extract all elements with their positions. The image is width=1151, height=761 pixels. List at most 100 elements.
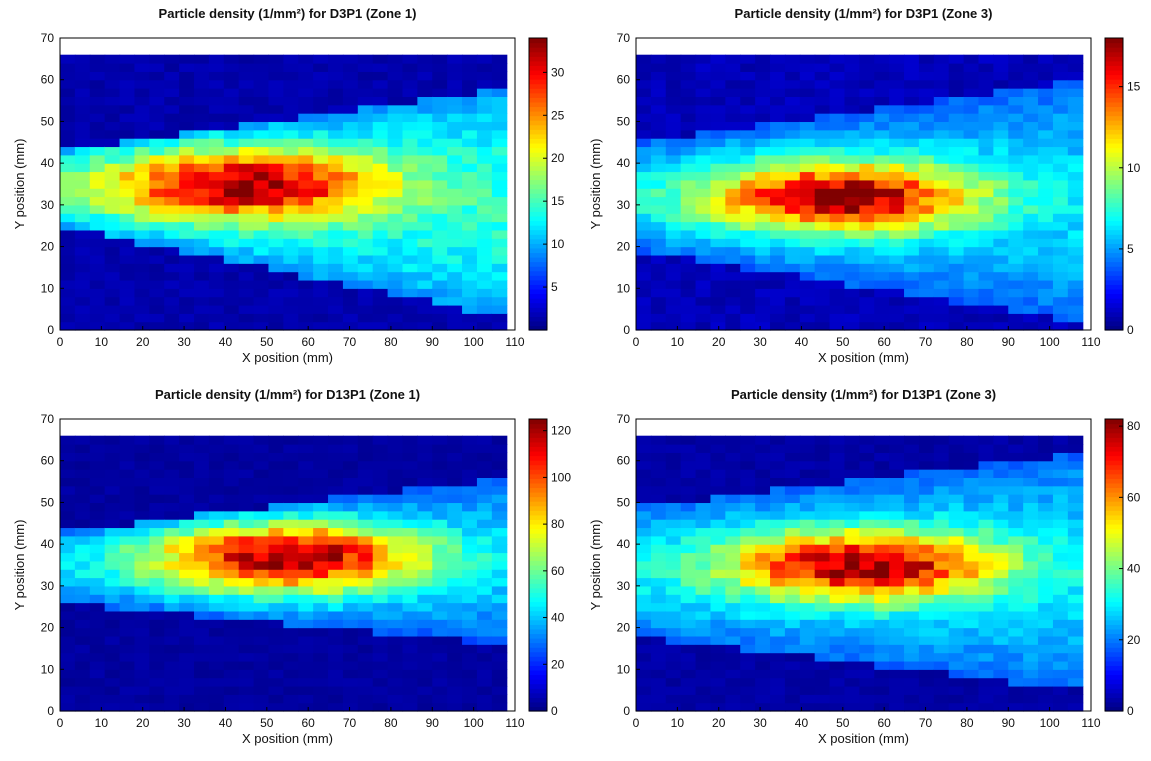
heatmap-cell — [844, 138, 860, 148]
heatmap-cell — [755, 577, 771, 587]
heatmap-cell — [328, 79, 344, 89]
heatmap-cell — [149, 660, 165, 670]
colorbar-segment — [529, 592, 547, 598]
heatmap-cell — [636, 644, 652, 654]
colorbar-segment — [1105, 229, 1123, 235]
heatmap-cell — [417, 452, 433, 462]
heatmap-cell — [372, 669, 389, 679]
heatmap-cell — [636, 171, 652, 181]
heatmap-cell — [194, 644, 210, 654]
heatmap-cell — [918, 527, 935, 537]
heatmap-cell — [328, 163, 344, 173]
heatmap-cell — [491, 188, 508, 198]
heatmap-cell — [680, 510, 697, 520]
heatmap-cell — [402, 494, 418, 504]
heatmap-cell — [313, 685, 329, 695]
heatmap-cell — [889, 288, 905, 298]
heatmap-cell — [104, 494, 121, 504]
heatmap-cell — [710, 685, 726, 695]
heatmap-cell — [476, 685, 493, 695]
heatmap-cell — [328, 321, 344, 331]
heatmap-cell — [874, 535, 890, 545]
heatmap-cell — [208, 79, 225, 89]
heatmap-cell — [432, 288, 448, 298]
heatmap-cell — [710, 79, 726, 89]
heatmap-cell — [829, 288, 846, 298]
heatmap-cell — [889, 677, 905, 687]
heatmap-cell — [1008, 129, 1024, 139]
heatmap-cell — [1038, 296, 1054, 306]
heatmap-cell — [918, 444, 935, 453]
heatmap-cell — [253, 644, 270, 654]
heatmap-cell — [740, 685, 756, 695]
heatmap-cell — [1067, 444, 1084, 453]
heatmap-cell — [402, 263, 418, 273]
colorbar-segment — [1105, 610, 1123, 616]
heatmap-cell — [447, 221, 463, 231]
heatmap-cell — [283, 577, 299, 587]
colorbar-segment — [1105, 165, 1123, 171]
heatmap-cell — [740, 196, 756, 206]
heatmap-cell — [784, 502, 801, 512]
heatmap-cell — [1023, 179, 1039, 189]
heatmap-cell — [650, 485, 667, 495]
heatmap-cell — [194, 171, 210, 181]
heatmap-cell — [993, 304, 1009, 314]
heatmap-cell — [372, 519, 389, 529]
heatmap-cell — [859, 644, 875, 654]
heatmap-cell — [1067, 685, 1084, 695]
heatmap-cell — [680, 113, 697, 123]
heatmap-cell — [194, 163, 210, 173]
colorbar-segment — [529, 51, 547, 57]
heatmap-cell — [476, 321, 493, 331]
heatmap-cell — [770, 146, 786, 156]
heatmap-cell — [799, 121, 816, 131]
heatmap-cell — [491, 510, 508, 520]
heatmap-cell — [491, 221, 508, 231]
heatmap-cell — [208, 88, 225, 97]
heatmap-cell — [636, 519, 652, 529]
heatmap-cell — [889, 313, 905, 323]
colorbar-segment — [1105, 647, 1123, 653]
heatmap-cell — [799, 527, 816, 537]
heatmap-cell — [476, 254, 493, 264]
heatmap-cell — [695, 188, 712, 198]
axes-frame — [59, 418, 516, 712]
heatmap-cell — [993, 652, 1009, 662]
heatmap-cell — [755, 685, 771, 695]
heatmap-cell — [74, 669, 91, 679]
x-tick-label: 30 — [753, 335, 767, 349]
heatmap-cell — [1023, 204, 1039, 214]
heatmap-cell — [695, 677, 712, 687]
heatmap-cell — [253, 71, 270, 81]
heatmap-cell — [725, 321, 741, 331]
heatmap-cell — [476, 196, 493, 206]
heatmap-cell — [695, 63, 712, 72]
heatmap-cell — [164, 635, 180, 645]
heatmap-cell — [417, 121, 433, 131]
heatmap-cell — [253, 677, 270, 687]
colorbar-segment — [529, 275, 547, 281]
colorbar-segment — [529, 441, 547, 447]
heatmap-cell — [933, 502, 950, 512]
heatmap-cell — [387, 552, 404, 562]
heatmap-cell — [904, 213, 920, 223]
heatmap-cell — [462, 246, 478, 256]
heatmap-cell — [948, 229, 965, 239]
heatmap-cell — [636, 685, 652, 695]
heatmap-cell — [447, 213, 463, 223]
heatmap-cell — [948, 113, 965, 123]
heatmap-cell — [680, 79, 697, 89]
heatmap-cell — [695, 279, 712, 289]
heatmap-cell — [963, 163, 980, 173]
heatmap-cell — [1038, 535, 1054, 545]
heatmap-cell — [636, 627, 652, 637]
heatmap-cell — [223, 129, 240, 139]
heatmap-cell — [149, 452, 165, 462]
heatmap-cell — [889, 104, 905, 114]
heatmap-cell — [104, 254, 121, 264]
y-axis-label: Y position (mm) — [12, 139, 27, 230]
heatmap-cell — [636, 229, 652, 239]
heatmap-cell — [963, 560, 980, 570]
heatmap-cell — [328, 246, 344, 256]
